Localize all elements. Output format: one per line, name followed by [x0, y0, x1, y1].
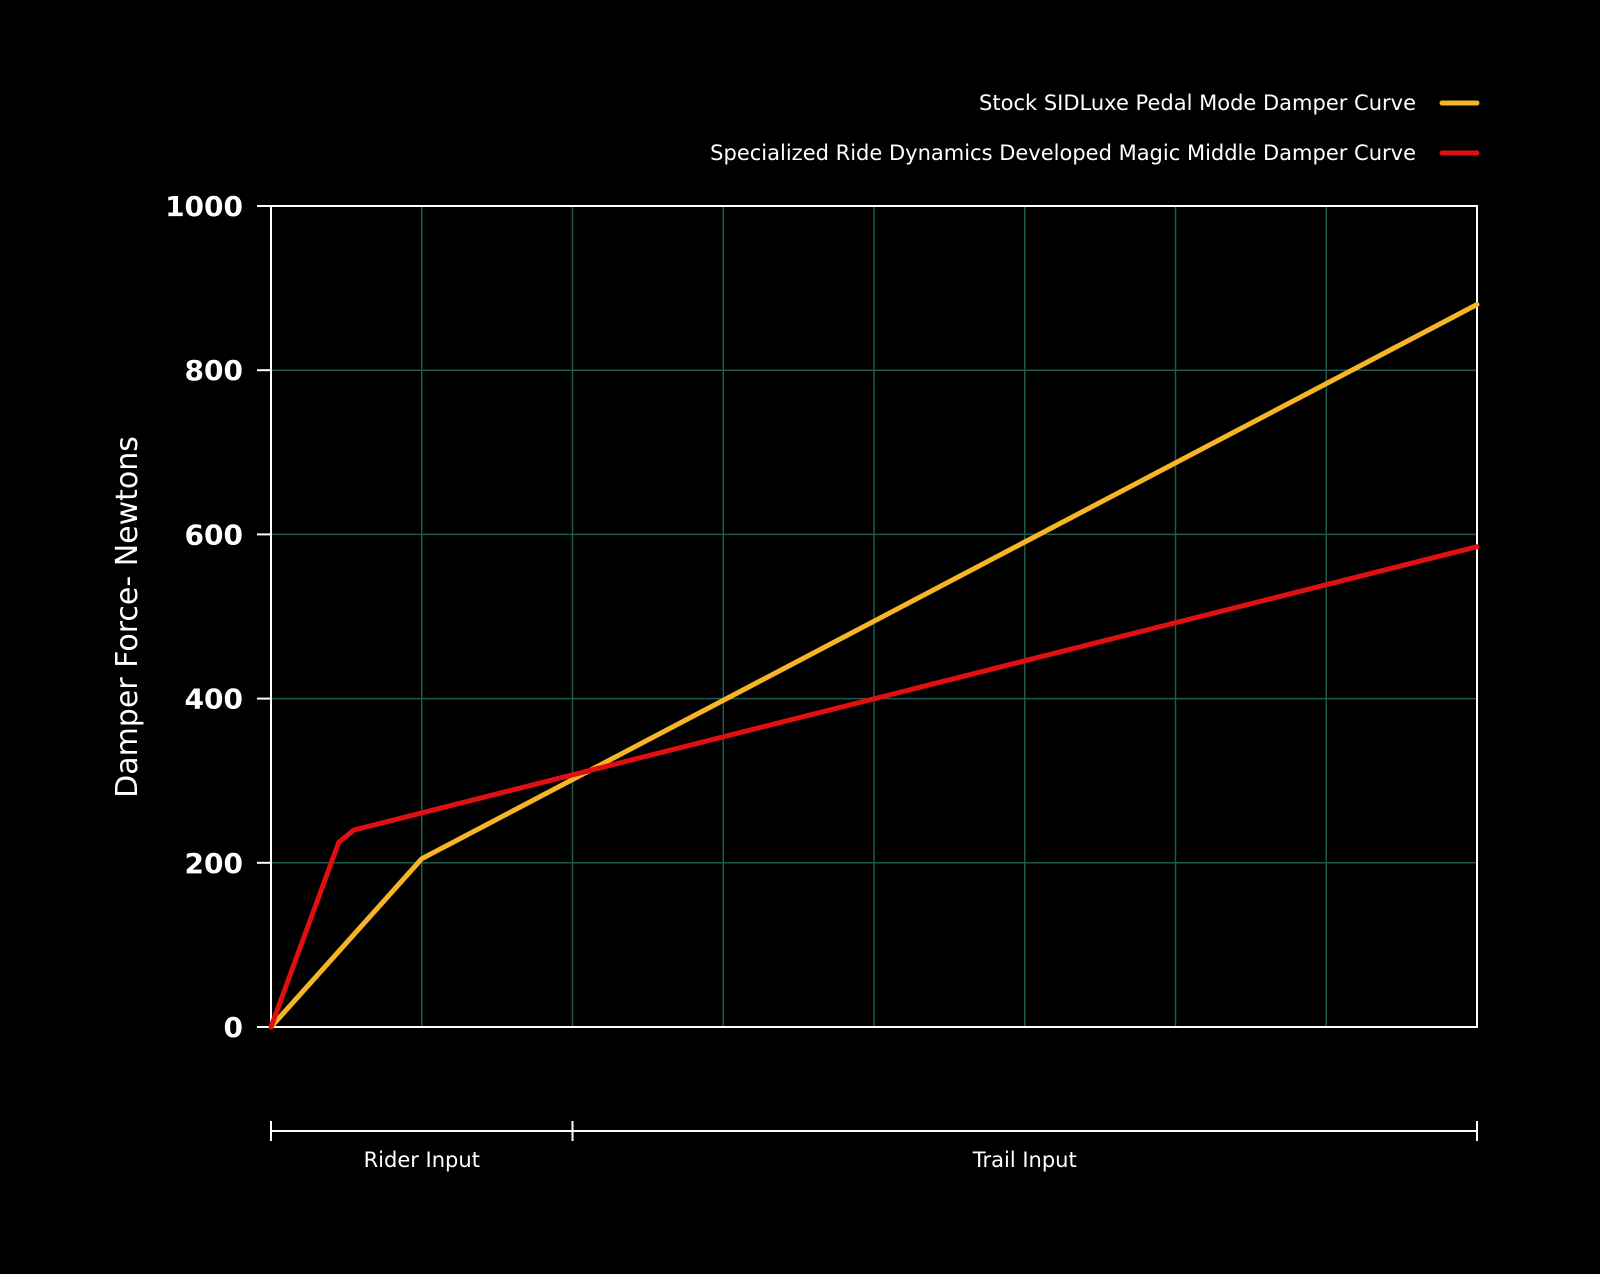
plot-border [270, 205, 1478, 1028]
range-label-2: Trail Input [972, 1148, 1077, 1172]
legend-label-2: Specialized Ride Dynamics Developed Magi… [710, 141, 1416, 165]
legend: Stock SIDLuxe Pedal Mode Damper Curve Spe… [710, 91, 1480, 165]
y-tick-labels: 0 200 400 600 800 1000 [165, 190, 271, 1044]
y-axis-title: Damper Force- Newtons [110, 436, 145, 798]
x-input-ranges: Rider Input Trail Input [270, 1121, 1478, 1172]
legend-label-1: Stock SIDLuxe Pedal Mode Damper Curve [979, 91, 1416, 115]
plot-frame [270, 205, 1478, 1028]
range-label-1: Rider Input [364, 1148, 480, 1172]
series-line-2 [268, 544, 1480, 1030]
y-tick-label: 400 [185, 683, 243, 716]
series-lines [268, 302, 1480, 1030]
y-tick-label: 200 [185, 847, 243, 880]
y-tick-label: 600 [185, 518, 243, 551]
y-tick-label: 0 [224, 1011, 243, 1044]
grid-lines [271, 206, 1477, 1027]
y-tick-label: 1000 [165, 190, 243, 223]
series-line-1 [268, 302, 1480, 1030]
y-tick-label: 800 [185, 354, 243, 387]
